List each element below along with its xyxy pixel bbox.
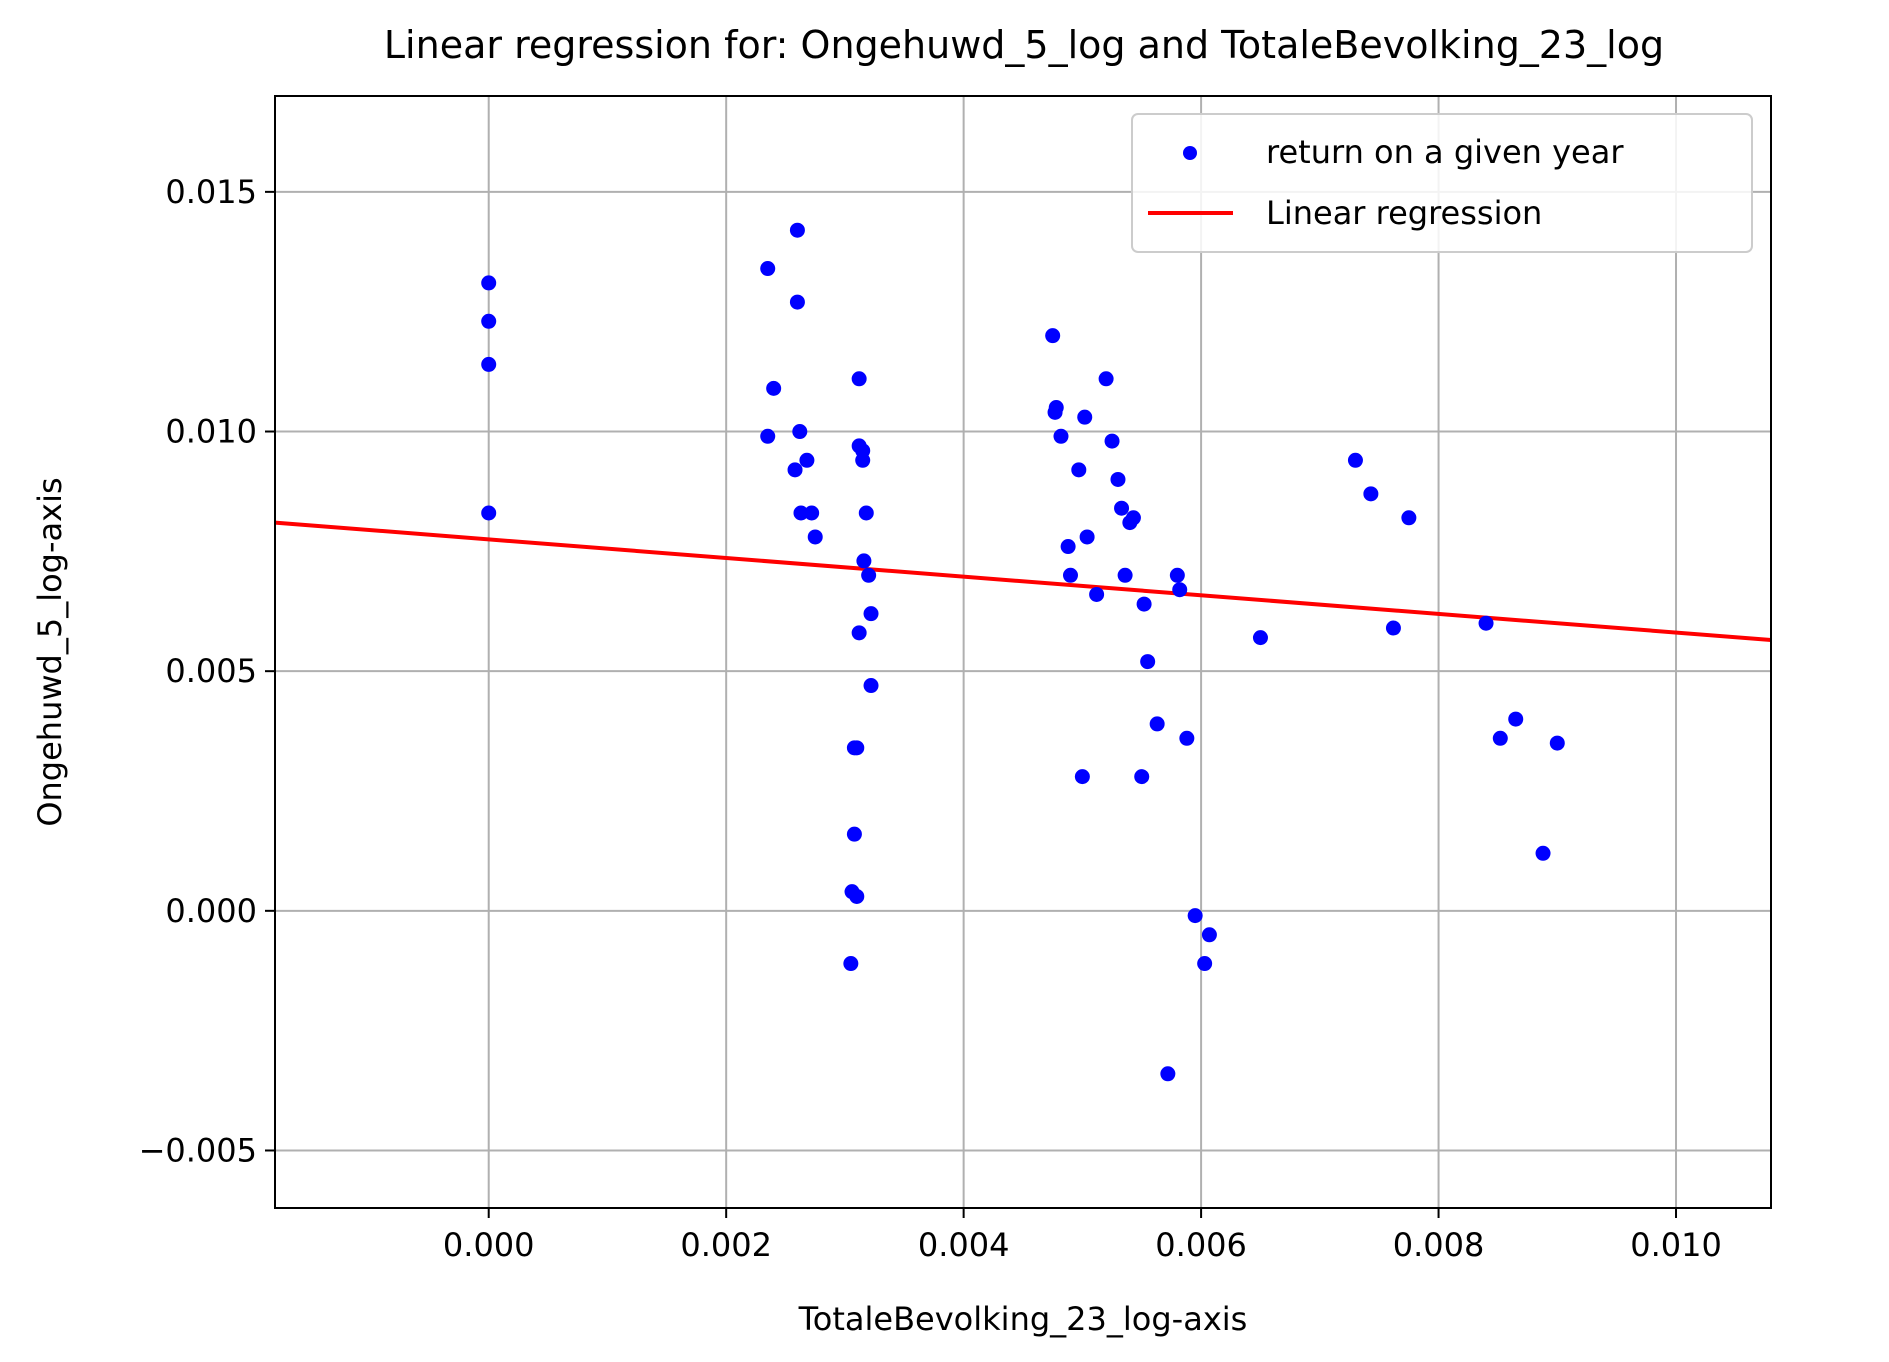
scatter-point bbox=[1136, 596, 1152, 612]
scatter-point bbox=[855, 452, 871, 468]
x-tick-label: 0.006 bbox=[1155, 1226, 1247, 1264]
regression-line bbox=[274, 520, 1772, 643]
legend-label-scatter: return on a given year bbox=[1266, 133, 1624, 171]
scatter-point bbox=[760, 428, 776, 444]
scatter-point bbox=[481, 505, 497, 521]
scatter-point bbox=[1149, 716, 1165, 732]
scatter-point bbox=[1478, 615, 1494, 631]
scatter-point bbox=[1110, 471, 1126, 487]
scatter-point bbox=[1187, 908, 1203, 924]
scatter-point bbox=[1125, 510, 1141, 526]
scatter-point bbox=[804, 505, 820, 521]
scatter-point bbox=[1134, 769, 1150, 785]
y-tick-label: 0.015 bbox=[165, 173, 257, 211]
scatter-point bbox=[1098, 371, 1114, 387]
scatter-point bbox=[1104, 433, 1120, 449]
scatter-point bbox=[481, 313, 497, 329]
scatter-point bbox=[1140, 654, 1156, 670]
scatter-point bbox=[1071, 462, 1087, 478]
regression-line-layer bbox=[274, 520, 1772, 643]
scatter-point bbox=[1060, 539, 1076, 555]
scatter-point bbox=[793, 505, 809, 521]
scatter-point bbox=[1363, 486, 1379, 502]
plot-background bbox=[275, 96, 1771, 1208]
y-axis-ticks: −0.005 0.000 0.005 0.010 0.015 bbox=[139, 173, 275, 1169]
scatter-point bbox=[1045, 328, 1061, 344]
scatter-point bbox=[856, 553, 872, 569]
scatter-point bbox=[1172, 582, 1188, 598]
scatter-point bbox=[863, 606, 879, 622]
scatter-point bbox=[1114, 500, 1130, 516]
x-tick-label: 0.002 bbox=[680, 1226, 772, 1264]
y-tick-label: 0.005 bbox=[165, 652, 257, 690]
x-axis-ticks: 0.000 0.002 0.004 0.006 0.008 0.010 bbox=[443, 1208, 1722, 1264]
scatter-point bbox=[1252, 630, 1268, 646]
scatter-point bbox=[1201, 927, 1217, 943]
scatter-point bbox=[851, 371, 867, 387]
scatter-point bbox=[1089, 586, 1105, 602]
scatter-point bbox=[1117, 567, 1133, 583]
scatter-point bbox=[1347, 452, 1363, 468]
scatter-point bbox=[1074, 769, 1090, 785]
scatter-point bbox=[1169, 567, 1185, 583]
scatter-point bbox=[789, 294, 805, 310]
legend-box bbox=[1131, 113, 1753, 253]
scatter-point bbox=[481, 356, 497, 372]
scatter-point bbox=[787, 462, 803, 478]
scatter-point bbox=[1079, 529, 1095, 545]
y-tick-label: 0.010 bbox=[165, 413, 257, 451]
scatter-point bbox=[1053, 428, 1069, 444]
scatter-point bbox=[861, 567, 877, 583]
y-tick-label: −0.005 bbox=[139, 1131, 257, 1169]
scatter-point bbox=[863, 678, 879, 694]
y-tick-label: 0.000 bbox=[165, 892, 257, 930]
scatter-point bbox=[858, 505, 874, 521]
chart-title: Linear regression for: Ongehuwd_5_log an… bbox=[384, 23, 1664, 67]
scatter-point bbox=[799, 452, 815, 468]
x-tick-label: 0.000 bbox=[443, 1226, 535, 1264]
scatter-point bbox=[1549, 735, 1565, 751]
scatter-point bbox=[1047, 404, 1063, 420]
scatter-points-layer bbox=[481, 222, 1565, 1082]
x-tick-label: 0.008 bbox=[1393, 1226, 1485, 1264]
scatter-point bbox=[851, 625, 867, 641]
scatter-point bbox=[1077, 409, 1093, 425]
x-axis-label: TotaleBevolking_23_log-axis bbox=[798, 1300, 1248, 1338]
scatter-point bbox=[1385, 620, 1401, 636]
scatter-point bbox=[766, 380, 782, 396]
scatter-point bbox=[849, 888, 865, 904]
scatter-point bbox=[789, 222, 805, 238]
scatter-point bbox=[1197, 956, 1213, 972]
scatter-point bbox=[792, 424, 808, 440]
scatter-point bbox=[846, 826, 862, 842]
scatter-point bbox=[843, 956, 859, 972]
scatter-point bbox=[1401, 510, 1417, 526]
scatter-point bbox=[1492, 730, 1508, 746]
legend-scatter-marker bbox=[1183, 146, 1197, 160]
legend: return on a given year Linear regression bbox=[1131, 113, 1753, 253]
legend-label-regression: Linear regression bbox=[1266, 194, 1542, 232]
scatter-point bbox=[1160, 1066, 1176, 1082]
scatter-point bbox=[1535, 845, 1551, 861]
scatter-point bbox=[846, 740, 862, 756]
x-tick-label: 0.010 bbox=[1630, 1226, 1722, 1264]
scatter-point bbox=[1508, 711, 1524, 727]
scatter-point bbox=[760, 261, 776, 277]
scatter-point bbox=[481, 275, 497, 291]
x-tick-label: 0.004 bbox=[918, 1226, 1010, 1264]
plot-area bbox=[274, 95, 1772, 1209]
scatter-point bbox=[1062, 567, 1078, 583]
y-axis-label: Ongehuwd_5_log-axis bbox=[31, 477, 69, 826]
scatter-point bbox=[1179, 730, 1195, 746]
scatter-point bbox=[807, 529, 823, 545]
plot-frame bbox=[274, 95, 1772, 1209]
